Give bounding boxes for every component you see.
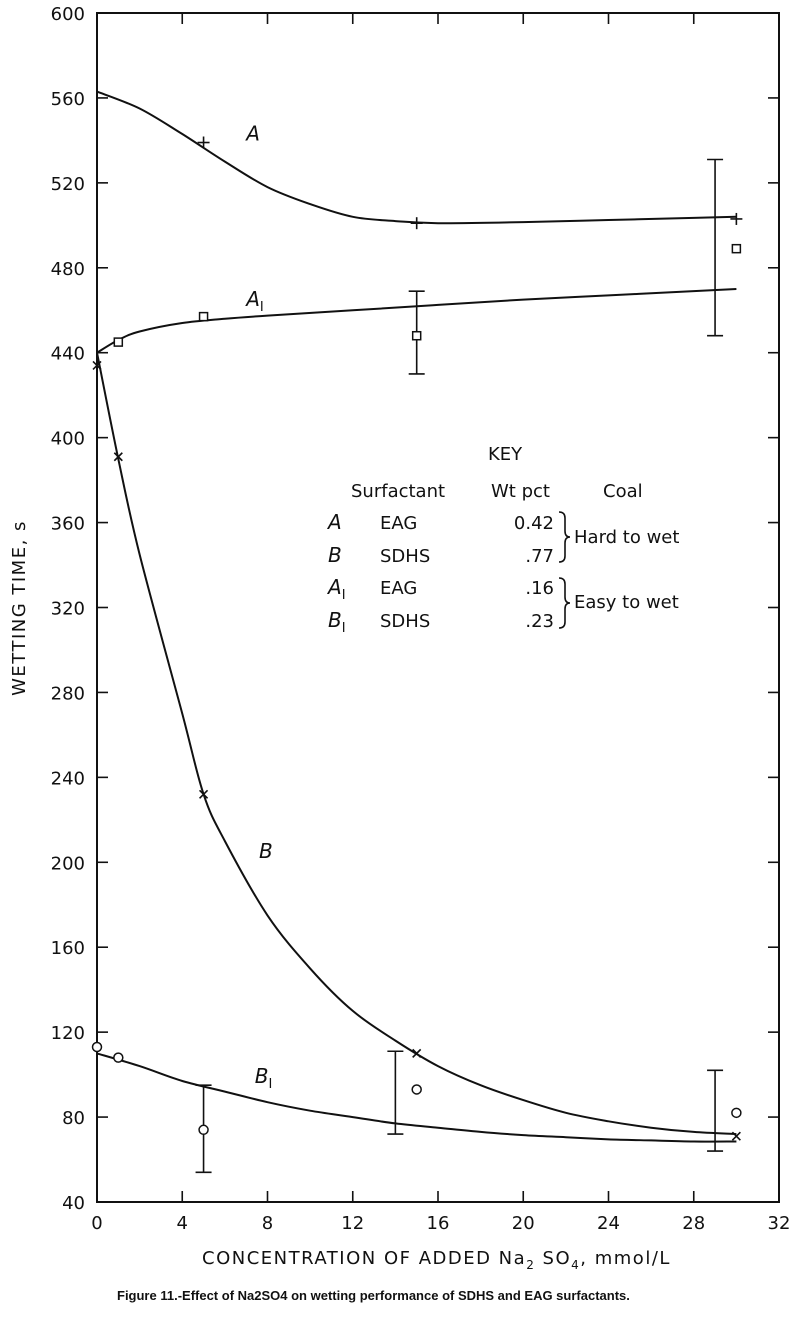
series-B1-point-0 xyxy=(91,1041,103,1053)
key-brace-hard xyxy=(558,511,571,563)
series-curves xyxy=(96,90,737,1143)
series-B1-curve xyxy=(96,1052,737,1143)
series-B-curve xyxy=(96,352,737,1136)
series-B1-label-main: B xyxy=(255,1064,269,1088)
series-B1-point-4 xyxy=(731,1107,742,1119)
x-tick-label-0: 0 xyxy=(91,1213,102,1234)
y-tick-label-360: 360 xyxy=(51,514,85,535)
key-row-1-id: A xyxy=(326,510,342,534)
y-tick-label-400: 400 xyxy=(51,429,85,450)
x-tick-label-8: 8 xyxy=(262,1213,273,1234)
key-row-4-id-main: B xyxy=(328,608,342,632)
series-B-point-2 xyxy=(198,789,209,799)
key-row-3-name: EAG xyxy=(380,578,417,599)
series-A1-curve xyxy=(96,288,737,354)
series-B-point-4 xyxy=(731,1131,741,1141)
error-bars xyxy=(195,158,724,1174)
y-axis-title: WETTING TIME, s xyxy=(9,520,30,696)
y-tick-label-520: 520 xyxy=(51,174,85,195)
x-tick-label-16: 16 xyxy=(427,1213,450,1234)
key-row-4-name: SDHS xyxy=(380,611,430,632)
series-B-label: B xyxy=(259,839,273,863)
y-tick-label-160: 160 xyxy=(51,938,85,959)
series-B-point-0-b xyxy=(92,360,102,371)
y-tick-label-560: 560 xyxy=(51,89,85,110)
y-tick-label-40: 40 xyxy=(62,1193,85,1214)
x-tick-label-32: 32 xyxy=(768,1213,791,1234)
series-A-point-2 xyxy=(730,212,743,225)
y-tick-label-240: 240 xyxy=(51,768,85,789)
series-A1-point-0 xyxy=(113,337,124,347)
y-tick-label-80: 80 xyxy=(62,1108,85,1129)
key-col-coal: Coal xyxy=(603,481,643,502)
series-A1-label-sub: I xyxy=(260,300,264,315)
series-B-point-2-b xyxy=(198,789,209,799)
series-B-point-3 xyxy=(412,1048,422,1058)
key-row-3-wt: .16 xyxy=(525,578,554,599)
series-A-curve xyxy=(96,90,737,225)
y-tick-label-440: 440 xyxy=(51,344,85,365)
key-row-2-id: B xyxy=(328,543,342,567)
series-B-point-1-b xyxy=(113,452,123,462)
data-markers xyxy=(91,136,743,1141)
key-group-easy: Easy to wet xyxy=(574,592,679,613)
y-tick-label-280: 280 xyxy=(51,683,85,704)
series-B1-point-2 xyxy=(198,1124,209,1136)
key-row-4-id: BI xyxy=(328,608,346,636)
y-tick-label-600: 600 xyxy=(51,4,85,25)
series-B1-point-1 xyxy=(113,1052,124,1063)
series-B-point-0 xyxy=(92,360,102,371)
key-col-wtpct: Wt pct xyxy=(491,481,550,502)
x-axis-title-rest: SO xyxy=(535,1248,571,1269)
key-brace-easy xyxy=(558,577,571,629)
x-tick-label-12: 12 xyxy=(341,1213,364,1234)
series-A1-point-3 xyxy=(731,243,742,254)
series-B1-label: BI xyxy=(255,1064,273,1092)
series-B-point-4-b xyxy=(731,1131,741,1141)
series-B-point-1 xyxy=(113,452,123,462)
x-axis-title-end: , mmol/L xyxy=(580,1248,671,1269)
x-axis-title: CONCENTRATION OF ADDED Na2 SO4, mmol/L xyxy=(202,1248,671,1272)
x-tick-label-20: 20 xyxy=(512,1213,535,1234)
key-row-2-name: SDHS xyxy=(380,546,430,567)
key-title: KEY xyxy=(488,444,523,465)
series-A1-label: AI xyxy=(244,287,264,315)
series-A1-point-1 xyxy=(198,311,209,322)
x-axis-title-main: CONCENTRATION OF ADDED Na xyxy=(202,1248,526,1269)
x-tick-label-4: 4 xyxy=(177,1213,188,1234)
series-A-label-main: A xyxy=(244,121,260,145)
x-tick-label-28: 28 xyxy=(682,1213,705,1234)
legend-key: KEY Surfactant Wt pct Coal A EAG 0.42 B … xyxy=(326,444,679,636)
series-A-label: A xyxy=(244,121,260,145)
axis-ticks: 0 4 8 12 16 20 24 28 32 40 80 120 160 200 240 280 320 360… xyxy=(51,4,791,1234)
key-row-3-id-main: A xyxy=(326,575,342,599)
key-row-3-id-sub: I xyxy=(342,588,346,603)
y-tick-label-120: 120 xyxy=(51,1023,85,1044)
key-group-hard: Hard to wet xyxy=(574,527,679,548)
figure-caption: Figure 11.-Effect of Na2SO4 on wetting p… xyxy=(117,1288,630,1303)
key-row-2-wt: .77 xyxy=(525,546,554,567)
series-A-point-1 xyxy=(410,217,423,230)
x-axis-title-sub2: 4 xyxy=(571,1258,580,1272)
series-B-label-main: B xyxy=(259,839,273,863)
series-A1-point-2 xyxy=(411,330,422,341)
key-row-4-wt: .23 xyxy=(525,611,554,632)
key-row-1-name: EAG xyxy=(380,513,417,534)
series-B-point-3-b xyxy=(412,1048,422,1058)
y-tick-label-200: 200 xyxy=(51,853,85,874)
key-row-4-id-sub: I xyxy=(342,621,346,636)
series-A-point-0 xyxy=(197,136,210,149)
x-axis-title-sub1: 2 xyxy=(526,1258,535,1272)
series-B1-point-3 xyxy=(411,1084,422,1095)
series-A1-label-main: A xyxy=(244,287,260,311)
key-row-1-wt: 0.42 xyxy=(514,513,554,534)
series-B1-label-sub: I xyxy=(268,1077,272,1092)
key-row-3-id: AI xyxy=(326,575,346,603)
x-tick-label-24: 24 xyxy=(597,1213,620,1234)
y-tick-label-320: 320 xyxy=(51,599,85,620)
key-col-surfactant: Surfactant xyxy=(351,481,445,502)
y-tick-label-480: 480 xyxy=(51,259,85,280)
